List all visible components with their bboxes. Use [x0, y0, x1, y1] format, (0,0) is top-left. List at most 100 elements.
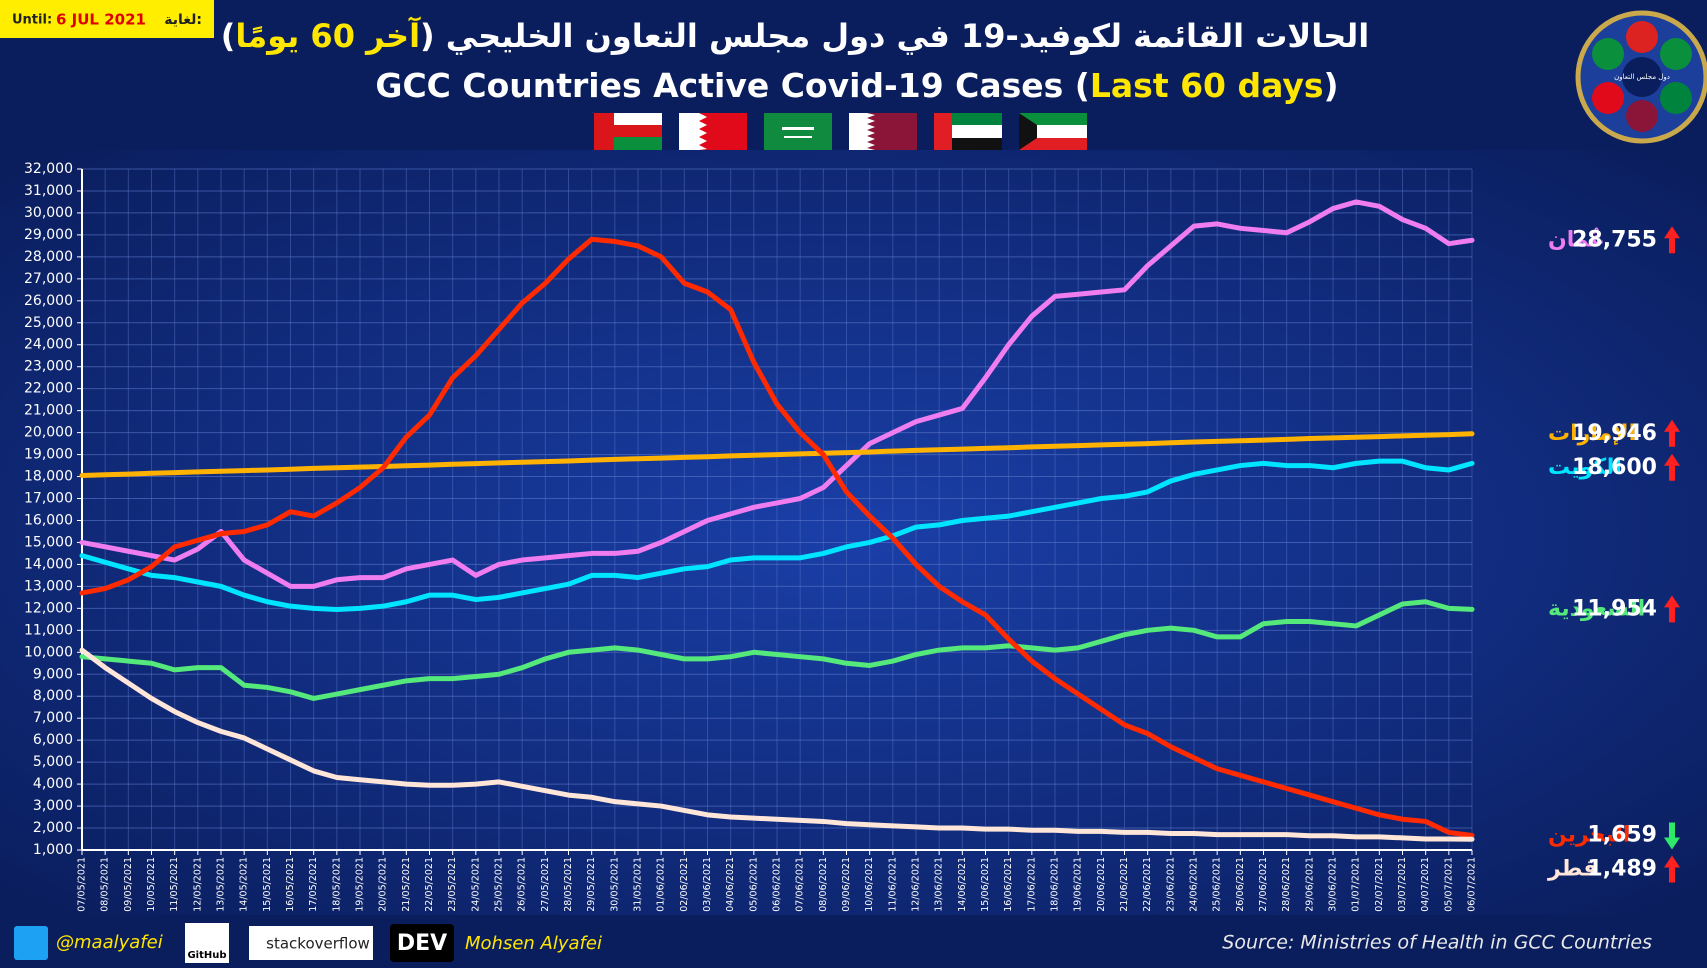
y-tick-label: 12,000 [24, 600, 73, 616]
y-tick-label: 19,000 [24, 447, 73, 463]
twitter-handle: @maalyafei [56, 932, 163, 953]
x-tick-label: 06/06/2021 [772, 857, 783, 912]
series-line [79, 199, 1475, 589]
y-tick-label: 23,000 [24, 359, 73, 375]
y-tick-label: 26,000 [24, 293, 73, 309]
y-tick-label: 9,000 [33, 666, 73, 682]
series-line [79, 431, 1475, 478]
y-tick-label: 24,000 [24, 337, 73, 353]
x-tick-label: 25/05/2021 [494, 857, 505, 912]
stackoverflow-label: stackoverflow [266, 935, 370, 953]
y-tick-label: 17,000 [24, 491, 73, 507]
x-tick-label: 27/06/2021 [1258, 857, 1269, 912]
y-tick-label: 16,000 [24, 512, 73, 528]
flag-oman [594, 113, 662, 150]
x-tick-label: 21/06/2021 [1119, 857, 1130, 912]
stackoverflow-icon [249, 926, 373, 960]
legend-name: الإمارات [1548, 421, 1636, 446]
y-tick-label: 3,000 [33, 798, 73, 814]
end-value-label: 1,489 [1587, 857, 1657, 882]
x-tick-label: 25/06/2021 [1212, 857, 1223, 912]
y-tick-label: 8,000 [33, 688, 73, 704]
y-tick-label: 2,000 [33, 820, 73, 836]
x-tick-label: 23/06/2021 [1165, 857, 1176, 912]
x-tick-label: 12/06/2021 [911, 857, 922, 912]
x-tick-label: 14/05/2021 [239, 857, 250, 912]
y-tick-label: 22,000 [24, 381, 73, 397]
legend-name: الكويت [1548, 455, 1622, 480]
trend-arrow [1664, 595, 1680, 623]
x-tick-label: 16/05/2021 [285, 857, 296, 912]
x-tick-label: 11/05/2021 [169, 857, 180, 912]
x-tick-label: 31/05/2021 [633, 857, 644, 912]
x-tick-label: 13/06/2021 [934, 857, 945, 912]
x-tick-label: 03/07/2021 [1397, 857, 1408, 912]
github-icon [185, 923, 229, 963]
legend-name: قطر [1547, 857, 1598, 882]
x-tick-label: 02/07/2021 [1374, 857, 1385, 912]
github-label: GitHub [187, 950, 226, 961]
series-line [79, 458, 1475, 612]
x-tick-label: 02/06/2021 [679, 857, 690, 912]
trend-arrow [1664, 855, 1680, 883]
badge-until-ar: لغاية: [164, 12, 202, 28]
title-en: GCC Countries Active Covid-19 Cases (Las… [375, 66, 1338, 105]
x-tick-label: 09/05/2021 [123, 857, 134, 912]
dev-label: DEV [397, 931, 447, 956]
series-line [79, 647, 1475, 842]
x-tick-label: 15/05/2021 [262, 857, 273, 912]
x-tick-label: 09/06/2021 [841, 857, 852, 912]
title-ar-highlight: آخر 60 يومًا [235, 16, 421, 55]
x-tick-label: 17/06/2021 [1026, 857, 1037, 912]
x-tick-label: 20/05/2021 [378, 857, 389, 912]
x-tick-label: 20/06/2021 [1096, 857, 1107, 912]
twitter-icon [14, 926, 48, 960]
y-tick-label: 21,000 [24, 403, 73, 419]
plot-background [0, 150, 1707, 915]
x-tick-label: 30/06/2021 [1328, 857, 1339, 912]
flag-bahrain [679, 113, 747, 150]
x-tick-label: 24/05/2021 [470, 857, 481, 912]
trend-arrow [1664, 822, 1680, 850]
x-tick-label: 04/06/2021 [725, 857, 736, 912]
x-tick-label: 29/05/2021 [586, 857, 597, 912]
flag-saudi [764, 113, 832, 150]
series-line [79, 599, 1475, 701]
dev-icon [390, 924, 454, 962]
x-tick-label: 28/06/2021 [1281, 857, 1292, 912]
x-tick-label: 26/05/2021 [517, 857, 528, 912]
end-value-label: 1,659 [1587, 823, 1657, 848]
date-badge [0, 0, 214, 38]
x-tick-label: 29/06/2021 [1304, 857, 1315, 912]
x-tick-label: 22/06/2021 [1142, 857, 1153, 912]
title-en-part: ) [1324, 66, 1339, 105]
trend-arrow [1664, 226, 1680, 254]
source: Source: Ministries of Health in GCC Coun… [1222, 932, 1652, 954]
x-tick-label: 10/05/2021 [146, 857, 157, 912]
y-tick-label: 6,000 [33, 732, 73, 748]
x-tick-label: 10/06/2021 [864, 857, 875, 912]
series-line [79, 236, 1475, 839]
flag-kuwait [1019, 113, 1087, 150]
y-tick-label: 4,000 [33, 776, 73, 792]
x-tick-label: 18/05/2021 [331, 857, 342, 912]
y-tick-label: 18,000 [24, 469, 73, 485]
title-ar-part: ) [221, 17, 236, 55]
y-tick-label: 11,000 [24, 622, 73, 638]
logo-text: دول مجلس التعاون [1614, 73, 1670, 81]
y-tick-label: 31,000 [24, 183, 73, 199]
y-tick-label: 30,000 [24, 205, 73, 221]
x-tick-label: 18/06/2021 [1050, 857, 1061, 912]
x-tick-label: 01/07/2021 [1351, 857, 1362, 912]
legend-name: السعودية [1548, 596, 1645, 621]
end-value-label: 28,755 [1572, 227, 1657, 252]
badge-until: Until: [12, 13, 52, 28]
end-value-label: 11,954 [1572, 596, 1657, 621]
x-tick-label: 05/06/2021 [748, 857, 759, 912]
x-tick-label: 12/05/2021 [192, 857, 203, 912]
x-tick-label: 17/05/2021 [308, 857, 319, 912]
x-tick-label: 30/05/2021 [609, 857, 620, 912]
title-en-part: GCC Countries Active Covid-19 Cases ( [375, 66, 1090, 105]
